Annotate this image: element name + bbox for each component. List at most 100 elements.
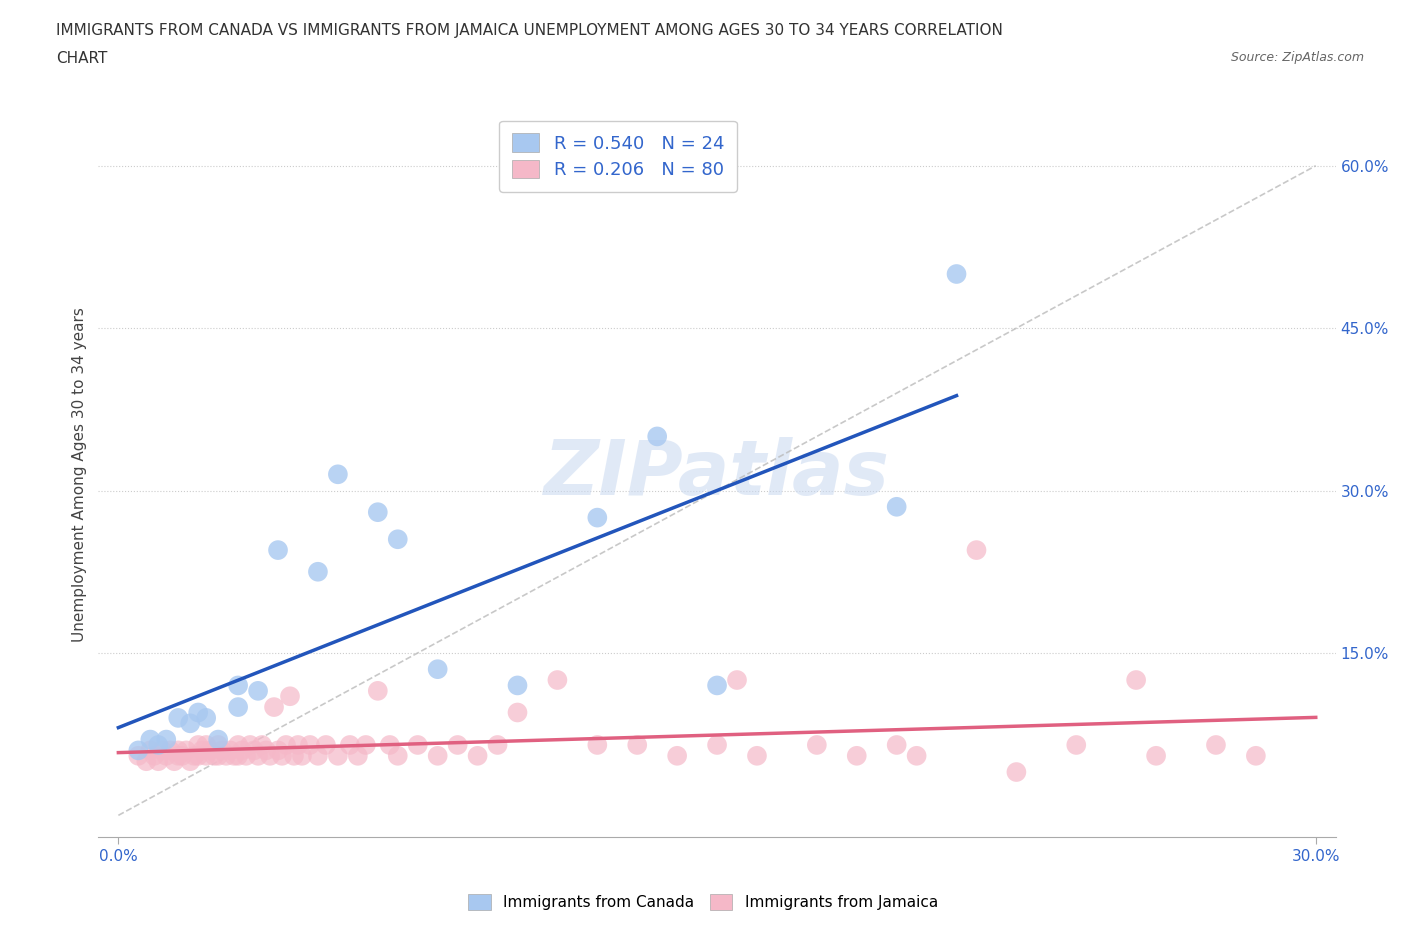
Point — [467, 749, 489, 764]
Point — [155, 732, 177, 747]
Point — [231, 743, 253, 758]
Point — [159, 743, 181, 758]
Point — [195, 737, 218, 752]
Point — [167, 743, 190, 758]
Point — [187, 705, 209, 720]
Point — [243, 743, 266, 758]
Point — [326, 467, 349, 482]
Text: IMMIGRANTS FROM CANADA VS IMMIGRANTS FROM JAMAICA UNEMPLOYMENT AMONG AGES 30 TO : IMMIGRANTS FROM CANADA VS IMMIGRANTS FRO… — [56, 23, 1002, 38]
Point — [486, 737, 509, 752]
Point — [215, 749, 238, 764]
Point — [745, 749, 768, 764]
Point — [1064, 737, 1087, 752]
Point — [1244, 749, 1267, 764]
Point — [586, 737, 609, 752]
Point — [426, 662, 449, 677]
Point — [195, 711, 218, 725]
Point — [127, 749, 149, 764]
Point — [886, 737, 908, 752]
Point — [219, 743, 242, 758]
Point — [426, 749, 449, 764]
Point — [155, 749, 177, 764]
Point — [267, 743, 290, 758]
Point — [224, 749, 246, 764]
Point — [274, 737, 297, 752]
Text: ZIPatlas: ZIPatlas — [544, 437, 890, 512]
Point — [226, 749, 249, 764]
Point — [725, 672, 748, 687]
Point — [1005, 764, 1028, 779]
Point — [172, 749, 194, 764]
Point — [247, 684, 270, 698]
Point — [378, 737, 401, 752]
Point — [283, 749, 305, 764]
Point — [259, 749, 281, 764]
Point — [139, 732, 162, 747]
Point — [1125, 672, 1147, 687]
Point — [966, 542, 988, 557]
Point — [179, 754, 201, 769]
Point — [706, 737, 728, 752]
Point — [291, 749, 314, 764]
Point — [307, 749, 329, 764]
Point — [945, 267, 967, 282]
Point — [239, 737, 262, 752]
Point — [163, 754, 186, 769]
Point — [354, 737, 377, 752]
Point — [645, 429, 668, 444]
Point — [187, 749, 209, 764]
Point — [174, 743, 197, 758]
Point — [195, 749, 218, 764]
Point — [806, 737, 828, 752]
Point — [287, 737, 309, 752]
Point — [298, 737, 321, 752]
Y-axis label: Unemployment Among Ages 30 to 34 years: Unemployment Among Ages 30 to 34 years — [72, 307, 87, 642]
Point — [267, 542, 290, 557]
Point — [148, 737, 170, 752]
Point — [367, 505, 389, 520]
Point — [271, 749, 294, 764]
Point — [1205, 737, 1227, 752]
Point — [339, 737, 361, 752]
Point — [626, 737, 648, 752]
Point — [135, 754, 157, 769]
Point — [207, 732, 229, 747]
Point — [226, 678, 249, 693]
Point — [506, 705, 529, 720]
Point — [187, 737, 209, 752]
Point — [150, 743, 173, 758]
Point — [143, 749, 166, 764]
Point — [127, 743, 149, 758]
Point — [207, 749, 229, 764]
Point — [347, 749, 370, 764]
Point — [207, 737, 229, 752]
Point — [191, 743, 214, 758]
Point — [211, 743, 233, 758]
Point — [198, 743, 221, 758]
Point — [307, 565, 329, 579]
Point — [315, 737, 337, 752]
Point — [886, 499, 908, 514]
Point — [139, 743, 162, 758]
Point — [226, 737, 249, 752]
Point — [387, 532, 409, 547]
Point — [845, 749, 868, 764]
Point — [367, 684, 389, 698]
Legend: R = 0.540   N = 24, R = 0.206   N = 80: R = 0.540 N = 24, R = 0.206 N = 80 — [499, 121, 737, 192]
Point — [506, 678, 529, 693]
Point — [183, 749, 205, 764]
Point — [666, 749, 689, 764]
Point — [254, 743, 277, 758]
Point — [1144, 749, 1167, 764]
Point — [167, 749, 190, 764]
Point — [263, 699, 285, 714]
Point — [406, 737, 429, 752]
Point — [247, 749, 270, 764]
Point — [148, 754, 170, 769]
Point — [235, 749, 257, 764]
Point — [179, 716, 201, 731]
Point — [202, 749, 225, 764]
Point — [546, 672, 568, 687]
Point — [586, 511, 609, 525]
Point — [278, 689, 301, 704]
